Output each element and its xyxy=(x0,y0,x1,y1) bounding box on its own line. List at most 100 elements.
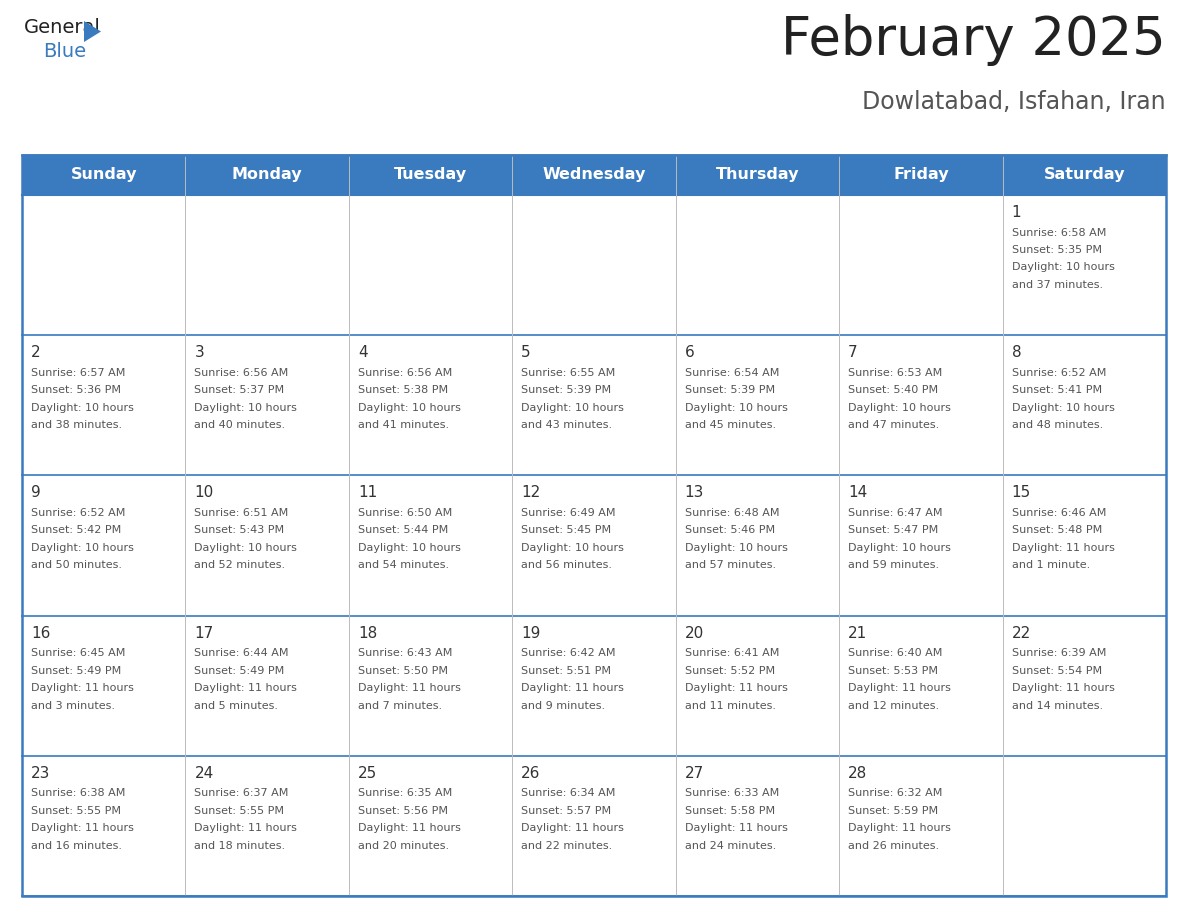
Text: 6: 6 xyxy=(684,345,695,360)
Bar xyxy=(512,616,676,756)
Bar xyxy=(512,195,676,335)
Text: Sunrise: 6:53 AM: Sunrise: 6:53 AM xyxy=(848,368,942,377)
Text: Sunrise: 6:51 AM: Sunrise: 6:51 AM xyxy=(195,508,289,518)
Bar xyxy=(1003,616,1165,756)
Bar xyxy=(676,476,839,616)
Text: and 50 minutes.: and 50 minutes. xyxy=(31,560,122,570)
Bar xyxy=(676,195,839,335)
Text: Sunset: 5:39 PM: Sunset: 5:39 PM xyxy=(522,386,612,396)
Text: Sunset: 5:54 PM: Sunset: 5:54 PM xyxy=(1011,666,1101,676)
Text: Sunrise: 6:57 AM: Sunrise: 6:57 AM xyxy=(31,368,126,377)
Text: Daylight: 10 hours: Daylight: 10 hours xyxy=(848,403,952,413)
Text: Sunrise: 6:50 AM: Sunrise: 6:50 AM xyxy=(358,508,453,518)
Text: Sunrise: 6:42 AM: Sunrise: 6:42 AM xyxy=(522,648,615,658)
Text: 5: 5 xyxy=(522,345,531,360)
Text: Sunrise: 6:33 AM: Sunrise: 6:33 AM xyxy=(684,789,779,799)
Text: and 1 minute.: and 1 minute. xyxy=(1011,560,1089,570)
Text: 18: 18 xyxy=(358,625,377,641)
Text: Daylight: 11 hours: Daylight: 11 hours xyxy=(31,683,134,693)
Bar xyxy=(23,155,1165,896)
Text: and 24 minutes.: and 24 minutes. xyxy=(684,841,776,851)
Text: and 43 minutes.: and 43 minutes. xyxy=(522,420,612,431)
Text: 26: 26 xyxy=(522,766,541,781)
Bar xyxy=(1003,756,1165,896)
Text: and 40 minutes.: and 40 minutes. xyxy=(195,420,285,431)
Text: Sunset: 5:39 PM: Sunset: 5:39 PM xyxy=(684,386,775,396)
Text: Daylight: 10 hours: Daylight: 10 hours xyxy=(358,543,461,553)
Text: Sunset: 5:36 PM: Sunset: 5:36 PM xyxy=(31,386,121,396)
Text: Sunset: 5:44 PM: Sunset: 5:44 PM xyxy=(358,525,448,535)
Text: Sunrise: 6:58 AM: Sunrise: 6:58 AM xyxy=(1011,228,1106,238)
Bar xyxy=(23,195,185,335)
Text: Sunset: 5:41 PM: Sunset: 5:41 PM xyxy=(1011,386,1101,396)
Text: Dowlatabad, Isfahan, Iran: Dowlatabad, Isfahan, Iran xyxy=(862,90,1165,114)
Text: Daylight: 11 hours: Daylight: 11 hours xyxy=(684,823,788,834)
Text: 4: 4 xyxy=(358,345,367,360)
Text: Sunrise: 6:43 AM: Sunrise: 6:43 AM xyxy=(358,648,453,658)
Text: and 26 minutes.: and 26 minutes. xyxy=(848,841,940,851)
Text: 16: 16 xyxy=(31,625,50,641)
Bar xyxy=(349,756,512,896)
Text: Daylight: 11 hours: Daylight: 11 hours xyxy=(1011,683,1114,693)
Text: Sunset: 5:37 PM: Sunset: 5:37 PM xyxy=(195,386,285,396)
Text: and 59 minutes.: and 59 minutes. xyxy=(848,560,940,570)
Text: Wednesday: Wednesday xyxy=(542,167,646,183)
Text: Sunset: 5:59 PM: Sunset: 5:59 PM xyxy=(848,806,939,816)
Text: Daylight: 10 hours: Daylight: 10 hours xyxy=(195,403,297,413)
Text: Daylight: 10 hours: Daylight: 10 hours xyxy=(522,543,624,553)
Text: 25: 25 xyxy=(358,766,377,781)
Text: and 16 minutes.: and 16 minutes. xyxy=(31,841,122,851)
Text: and 3 minutes.: and 3 minutes. xyxy=(31,700,115,711)
Bar xyxy=(185,195,349,335)
Text: 24: 24 xyxy=(195,766,214,781)
Text: Sunset: 5:45 PM: Sunset: 5:45 PM xyxy=(522,525,612,535)
Bar xyxy=(23,616,185,756)
Bar xyxy=(676,335,839,476)
Text: Sunrise: 6:54 AM: Sunrise: 6:54 AM xyxy=(684,368,779,377)
Bar xyxy=(839,616,1003,756)
Text: Daylight: 11 hours: Daylight: 11 hours xyxy=(195,683,297,693)
Text: Sunset: 5:52 PM: Sunset: 5:52 PM xyxy=(684,666,775,676)
Text: Sunrise: 6:56 AM: Sunrise: 6:56 AM xyxy=(358,368,453,377)
Text: and 56 minutes.: and 56 minutes. xyxy=(522,560,612,570)
Text: Sunrise: 6:40 AM: Sunrise: 6:40 AM xyxy=(848,648,942,658)
Text: 19: 19 xyxy=(522,625,541,641)
Text: Daylight: 11 hours: Daylight: 11 hours xyxy=(522,823,624,834)
Text: Sunrise: 6:49 AM: Sunrise: 6:49 AM xyxy=(522,508,615,518)
Text: Sunrise: 6:52 AM: Sunrise: 6:52 AM xyxy=(31,508,126,518)
Text: Daylight: 11 hours: Daylight: 11 hours xyxy=(848,823,952,834)
Text: 1: 1 xyxy=(1011,205,1022,220)
Text: Sunrise: 6:47 AM: Sunrise: 6:47 AM xyxy=(848,508,942,518)
Bar xyxy=(349,476,512,616)
Bar xyxy=(349,195,512,335)
Text: Sunset: 5:47 PM: Sunset: 5:47 PM xyxy=(848,525,939,535)
Text: Daylight: 11 hours: Daylight: 11 hours xyxy=(195,823,297,834)
Text: 7: 7 xyxy=(848,345,858,360)
Bar xyxy=(185,616,349,756)
Text: and 14 minutes.: and 14 minutes. xyxy=(1011,700,1102,711)
Text: 2: 2 xyxy=(31,345,40,360)
Bar xyxy=(512,335,676,476)
Bar xyxy=(676,616,839,756)
Text: Sunrise: 6:52 AM: Sunrise: 6:52 AM xyxy=(1011,368,1106,377)
Text: and 54 minutes.: and 54 minutes. xyxy=(358,560,449,570)
Text: Sunset: 5:55 PM: Sunset: 5:55 PM xyxy=(31,806,121,816)
Text: and 38 minutes.: and 38 minutes. xyxy=(31,420,122,431)
Text: and 18 minutes.: and 18 minutes. xyxy=(195,841,285,851)
Text: 15: 15 xyxy=(1011,486,1031,500)
Text: Sunrise: 6:35 AM: Sunrise: 6:35 AM xyxy=(358,789,453,799)
Text: Thursday: Thursday xyxy=(715,167,800,183)
Text: 11: 11 xyxy=(358,486,377,500)
Text: Sunrise: 6:55 AM: Sunrise: 6:55 AM xyxy=(522,368,615,377)
Text: and 7 minutes.: and 7 minutes. xyxy=(358,700,442,711)
Bar xyxy=(1003,476,1165,616)
Text: 17: 17 xyxy=(195,625,214,641)
Text: and 20 minutes.: and 20 minutes. xyxy=(358,841,449,851)
Text: Sunset: 5:49 PM: Sunset: 5:49 PM xyxy=(31,666,121,676)
Text: Friday: Friday xyxy=(893,167,949,183)
Text: Monday: Monday xyxy=(232,167,303,183)
Text: Daylight: 10 hours: Daylight: 10 hours xyxy=(848,543,952,553)
Text: Sunrise: 6:45 AM: Sunrise: 6:45 AM xyxy=(31,648,126,658)
Bar xyxy=(185,335,349,476)
Bar xyxy=(23,335,185,476)
